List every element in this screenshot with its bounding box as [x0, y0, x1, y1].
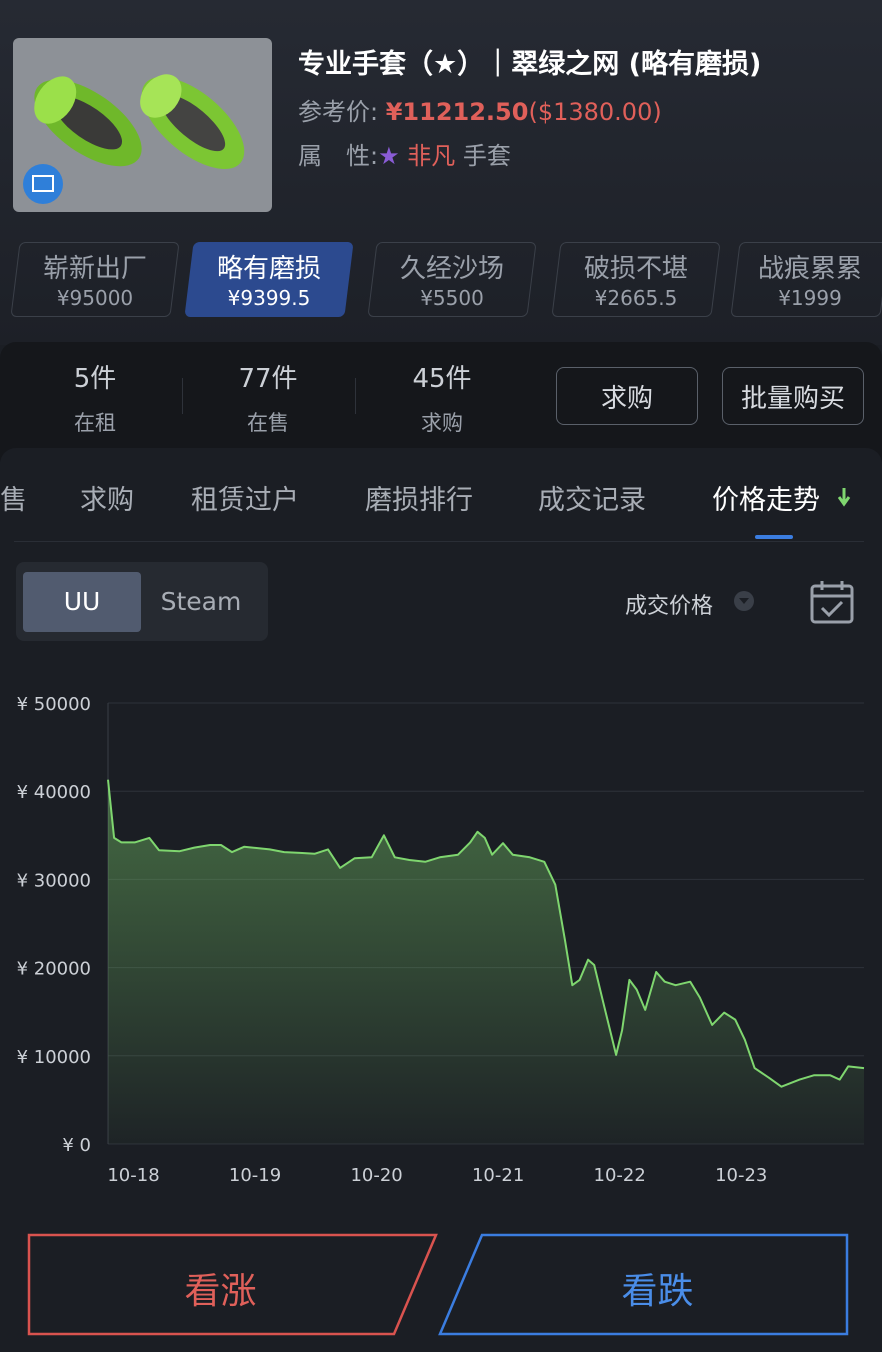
wear-name: 崭新出厂 — [42, 254, 147, 284]
tab[interactable]: 租赁过户 — [191, 485, 299, 516]
stat-value: 5件 — [73, 364, 117, 394]
bear-button[interactable] — [436, 1232, 852, 1338]
y-tick-label: ¥ 10000 — [17, 1047, 91, 1068]
ref-price: 参考价: ¥11212.50($1380.00) — [298, 92, 662, 127]
x-tick-label: 10-21 — [472, 1165, 524, 1186]
bulk-buy-button[interactable]: 批量购买 — [722, 367, 864, 425]
bear-label: 看跌 — [621, 1271, 694, 1312]
wear-price: ¥1999 — [778, 286, 842, 310]
calendar-icon[interactable] — [808, 578, 856, 626]
tab[interactable]: 售 — [0, 485, 27, 516]
wear-name: 久经沙场 — [399, 254, 504, 284]
wear-tab[interactable]: 崭新出厂 ¥95000 — [10, 242, 180, 317]
wear-tab[interactable]: 战痕累累 ¥1999 — [730, 242, 882, 317]
star: ★ — [378, 142, 400, 170]
badge — [23, 164, 63, 204]
stat-value: 77件 — [238, 364, 298, 394]
wear-price: ¥2665.5 — [594, 286, 678, 310]
metric-dropdown[interactable]: 成交价格 — [625, 594, 714, 619]
stat-label: 求购 — [421, 411, 463, 435]
y-tick-label: ¥ 40000 — [17, 782, 91, 803]
item-title: 专业手套（★）｜翠绿之网 (略有磨损) — [298, 49, 762, 80]
area-fill — [108, 779, 864, 1144]
image-bg — [13, 38, 272, 212]
x-tick-label: 10-18 — [107, 1165, 159, 1186]
wear-tab[interactable]: 久经沙场 ¥5500 — [367, 242, 537, 317]
divider — [14, 541, 864, 542]
stat: 45件求购 — [362, 358, 522, 437]
divider — [355, 378, 356, 414]
wear-tab[interactable]: 略有磨损 ¥9399.5 — [184, 242, 354, 317]
y-tick-label: ¥ 30000 — [17, 870, 91, 891]
stat-label: 在租 — [74, 411, 116, 435]
tab-active[interactable]: 价格走势 — [712, 485, 820, 516]
attributes: 属 性:★ 非凡 手套 — [298, 136, 511, 171]
trend-arrow — [838, 488, 851, 507]
wear-price: ¥9399.5 — [227, 286, 311, 310]
kind: 手套 — [462, 142, 511, 170]
stat: 5件在租 — [15, 358, 175, 437]
badge-icon — [32, 175, 54, 192]
x-tick-label: 10-19 — [229, 1165, 281, 1186]
buy-request-button[interactable]: 求购 — [556, 367, 698, 425]
y-tick-label: ¥ 50000 — [17, 694, 91, 715]
bull-label: 看涨 — [184, 1271, 257, 1312]
y-tick-label: ¥ 0 — [62, 1135, 91, 1156]
dropdown-icon — [734, 591, 754, 611]
y-tick-label: ¥ 20000 — [17, 959, 91, 980]
divider — [182, 378, 183, 414]
stat: 77件在售 — [188, 358, 348, 437]
wear-name: 破损不堪 — [583, 254, 688, 284]
price-line — [107, 779, 865, 1088]
ref-label: 参考价: — [298, 98, 379, 126]
wear-price: ¥95000 — [56, 286, 134, 310]
glove-right — [140, 74, 245, 170]
stat-value: 45件 — [412, 364, 472, 394]
item-image — [13, 38, 272, 212]
wear-name: 战痕累累 — [757, 254, 862, 284]
tab[interactable]: 求购 — [80, 485, 134, 516]
wear-tab[interactable]: 破损不堪 ¥2665.5 — [551, 242, 721, 317]
price-chart: ¥ 0 ¥ 10000 ¥ 20000 ¥ 30000 ¥ 40000 ¥ 50000 10… — [17, 694, 865, 1186]
tab[interactable]: 成交记录 — [538, 485, 646, 516]
stat-label: 在售 — [247, 411, 289, 435]
x-tick-label: 10-23 — [715, 1165, 767, 1186]
tab[interactable]: 磨损排行 — [365, 485, 473, 516]
tab-underline — [755, 535, 793, 539]
attr-label: 属 性: — [298, 142, 379, 170]
price: ¥11212.50 — [385, 98, 529, 126]
bull-button[interactable] — [26, 1232, 442, 1338]
x-tick-label: 10-20 — [350, 1165, 402, 1186]
usd-price: ($1380.00) — [528, 98, 662, 126]
source-option[interactable]: Steam — [160, 587, 242, 616]
x-tick-label: 10-22 — [594, 1165, 646, 1186]
stats-bar — [0, 342, 882, 462]
wear-name: 略有磨损 — [216, 254, 321, 284]
source-option[interactable]: UU — [23, 572, 141, 632]
wear-price: ¥5500 — [420, 286, 484, 310]
rarity: 非凡 — [407, 142, 456, 170]
glove-left — [34, 76, 142, 167]
